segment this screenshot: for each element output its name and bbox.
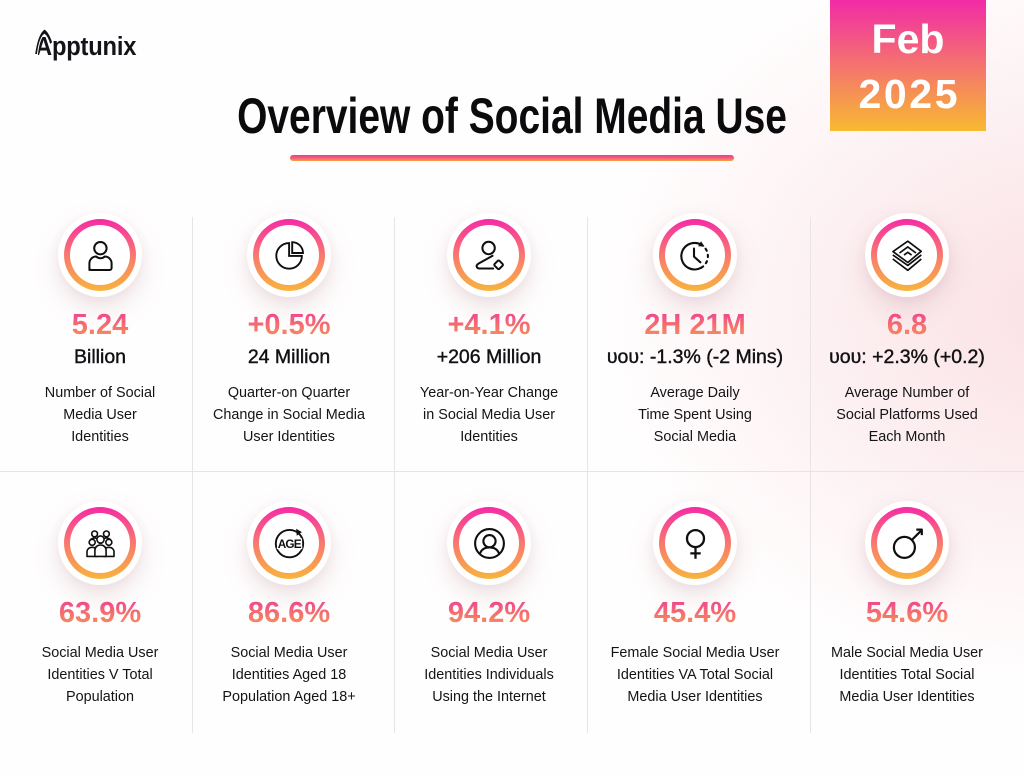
svg-text:AGE: AGE [277,536,301,550]
